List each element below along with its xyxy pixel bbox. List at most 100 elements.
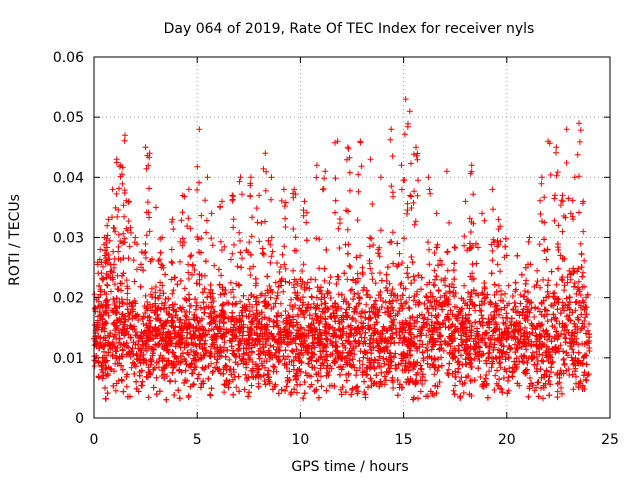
data-point <box>91 363 98 369</box>
data-point <box>110 296 117 303</box>
data-point <box>348 326 355 333</box>
data-point <box>545 377 552 384</box>
data-point <box>452 244 459 251</box>
data-point <box>507 318 513 325</box>
data-point <box>514 252 521 259</box>
data-point <box>586 331 592 338</box>
data-point <box>153 391 160 398</box>
data-point <box>220 347 227 354</box>
data-point <box>547 381 554 388</box>
data-point <box>341 270 348 277</box>
data-point <box>394 240 401 247</box>
data-point <box>112 360 119 367</box>
data-point <box>282 347 289 354</box>
data-point <box>356 294 363 301</box>
data-point <box>371 356 378 363</box>
data-point <box>205 375 212 382</box>
data-point <box>545 293 552 300</box>
data-point <box>220 301 226 308</box>
data-point <box>518 271 525 278</box>
data-point <box>541 247 548 254</box>
data-point <box>363 301 370 308</box>
data-point <box>277 300 284 307</box>
data-point <box>302 369 309 376</box>
data-point <box>517 300 524 307</box>
data-point <box>570 349 577 356</box>
data-point <box>182 312 189 319</box>
data-point <box>502 356 509 363</box>
data-point <box>431 371 438 378</box>
data-point <box>301 390 308 397</box>
data-point <box>349 356 356 363</box>
data-point <box>362 394 369 401</box>
data-point <box>483 294 489 301</box>
data-point <box>156 388 163 395</box>
data-point <box>274 260 280 266</box>
data-point <box>185 269 192 276</box>
data-point <box>392 365 399 372</box>
data-point <box>241 386 248 393</box>
data-point <box>564 274 571 281</box>
data-point <box>540 358 547 365</box>
data-point <box>240 292 247 299</box>
data-point <box>469 377 475 384</box>
data-point <box>394 392 401 399</box>
data-point <box>308 293 315 300</box>
data-point <box>276 269 283 275</box>
data-point <box>345 370 352 377</box>
data-point <box>155 341 162 348</box>
data-point <box>131 371 138 377</box>
data-point <box>396 339 402 346</box>
data-point <box>193 280 200 287</box>
data-point <box>116 335 123 342</box>
data-point <box>498 291 505 298</box>
data-point <box>233 384 240 391</box>
data-point <box>437 294 444 301</box>
data-point <box>408 254 415 260</box>
data-point <box>396 308 403 315</box>
data-point <box>112 348 119 355</box>
data-point <box>175 387 182 394</box>
data-point <box>564 279 571 286</box>
data-point <box>408 280 415 287</box>
data-point <box>405 274 412 281</box>
data-point <box>311 388 318 395</box>
data-point <box>505 374 512 381</box>
data-point <box>187 331 194 337</box>
data-point <box>113 380 120 387</box>
data-point <box>247 272 254 279</box>
data-point <box>393 365 400 372</box>
data-point <box>335 291 342 298</box>
data-point <box>492 372 499 379</box>
data-point <box>272 279 279 286</box>
data-point <box>586 321 592 327</box>
data-point <box>387 239 394 246</box>
data-point <box>248 382 255 389</box>
data-point <box>517 291 524 298</box>
data-point <box>531 387 538 394</box>
data-point <box>281 261 288 268</box>
data-point <box>107 346 114 352</box>
data-point <box>153 374 160 381</box>
data-point <box>338 355 345 362</box>
data-point <box>531 314 538 320</box>
data-point <box>294 381 301 388</box>
data-point <box>192 306 199 313</box>
data-point <box>274 289 281 296</box>
data-point <box>561 361 568 368</box>
data-point <box>230 391 237 398</box>
data-point <box>351 308 358 315</box>
data-point <box>525 393 532 400</box>
data-point <box>135 317 142 324</box>
data-point <box>538 357 545 364</box>
data-point <box>497 359 504 366</box>
data-point <box>163 396 170 403</box>
data-point <box>483 330 490 337</box>
data-point <box>548 268 555 275</box>
data-point <box>484 394 491 401</box>
data-point <box>491 281 498 288</box>
data-point <box>430 281 437 288</box>
data-point <box>511 299 518 306</box>
data-point <box>544 318 551 325</box>
